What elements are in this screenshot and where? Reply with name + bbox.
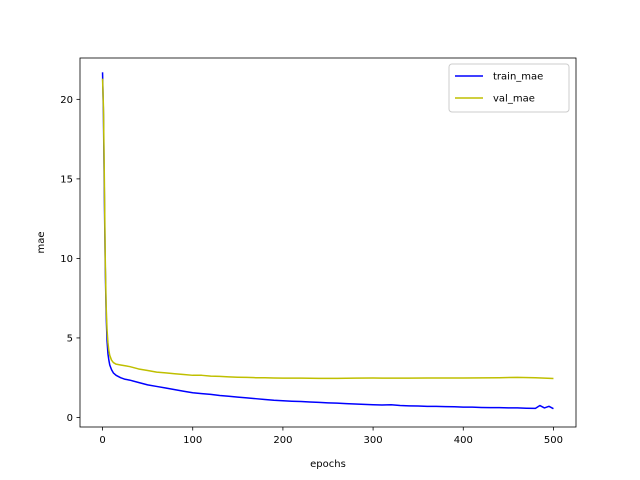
- series-layer: [101, 72, 554, 410]
- plot-frame: [79, 57, 577, 428]
- x-tick-label: 200: [273, 435, 292, 446]
- x-tick-label: 100: [183, 435, 202, 446]
- axes-layer: 0 100 200 300 400 500 0 5 10 15 20: [60, 57, 577, 446]
- x-tick-label: 400: [454, 435, 473, 446]
- y-axis-title: mae: [36, 231, 47, 253]
- y-tick-label: 20: [60, 95, 73, 106]
- y-tick-label: 15: [60, 174, 73, 185]
- series-line-train_mae: [101, 72, 554, 410]
- x-tick-label: 300: [364, 435, 383, 446]
- legend-label-train_mae: train_mae: [493, 72, 543, 83]
- y-tick-label: 5: [67, 333, 73, 344]
- plot-area: [80, 58, 576, 427]
- series-line-val_mae: [101, 78, 554, 380]
- x-tick-label: 500: [544, 435, 563, 446]
- legend: train_mae val_mae: [448, 63, 570, 113]
- y-tick-label: 0: [67, 413, 73, 424]
- x-tick-label: 0: [99, 435, 105, 446]
- legend-label-val_mae: val_mae: [493, 94, 535, 105]
- x-axis-title: epochs: [310, 459, 346, 470]
- y-tick-label: 10: [60, 254, 73, 265]
- plot-background: [80, 58, 576, 427]
